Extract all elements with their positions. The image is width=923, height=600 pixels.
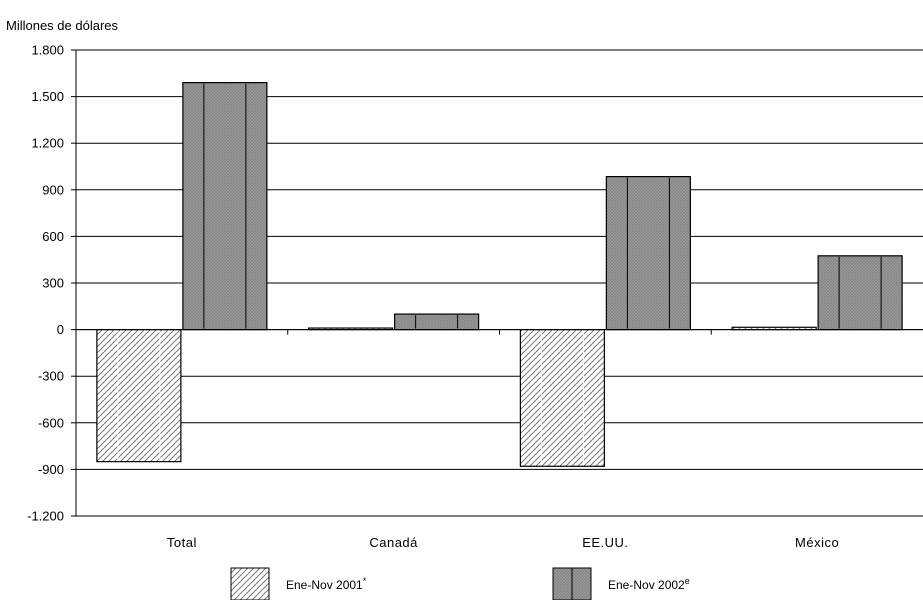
y-tick-label: 900 bbox=[42, 182, 64, 197]
y-tick-label: 0 bbox=[57, 322, 64, 337]
axes bbox=[75, 50, 923, 516]
legend: Ene-Nov 2001* Ene-Nov 2002e bbox=[230, 567, 690, 600]
category-label-mexico: México bbox=[795, 535, 839, 550]
legend-label-2002: Ene-Nov 2002e bbox=[608, 576, 690, 592]
category-label-total: Total bbox=[167, 535, 197, 550]
category-label-canada: Canadá bbox=[369, 535, 418, 550]
bar bbox=[96, 329, 182, 463]
y-tick-label: 1.500 bbox=[31, 89, 64, 104]
y-tick-label: 300 bbox=[42, 276, 64, 291]
bar bbox=[519, 329, 605, 467]
bars bbox=[96, 82, 903, 467]
y-tick-label: 1.800 bbox=[31, 43, 64, 58]
y-axis-ticks: -1.200 -900 -600 -300 0 300 600 900 1.200 1.500 1.… bbox=[27, 43, 76, 524]
y-tick-label: -600 bbox=[38, 415, 64, 430]
y-tick-label: -300 bbox=[38, 369, 64, 384]
bar bbox=[182, 82, 268, 331]
bar bbox=[605, 175, 691, 331]
bar bbox=[817, 255, 903, 331]
bar bbox=[394, 313, 480, 331]
y-axis-label: Millones de dólares bbox=[6, 18, 119, 33]
category-label-eeuu: EE.UU. bbox=[582, 535, 628, 550]
y-tick-label: 1.200 bbox=[31, 136, 64, 151]
y-tick-label: -1.200 bbox=[27, 509, 64, 524]
y-tick-label: 600 bbox=[42, 229, 64, 244]
y-tick-label: -900 bbox=[38, 462, 64, 477]
legend-swatch-2001 bbox=[230, 567, 270, 600]
x-axis-labels: Total Canadá EE.UU. México bbox=[167, 535, 839, 550]
legend-label-2001: Ene-Nov 2001* bbox=[286, 576, 367, 592]
